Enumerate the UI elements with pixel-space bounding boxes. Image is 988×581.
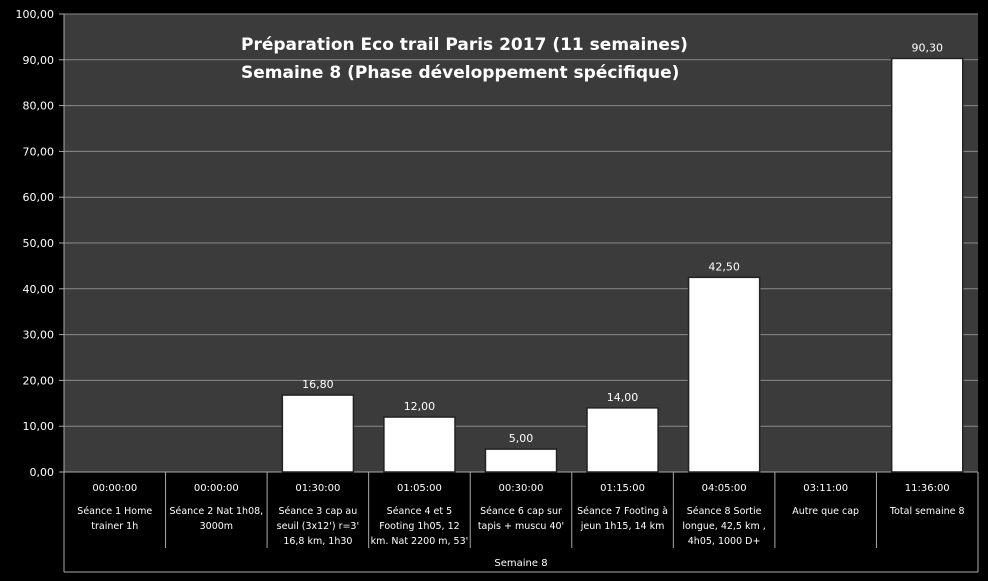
category-time-label: 03:11:00	[803, 483, 848, 494]
category-label: Séance 6 cap sur	[480, 506, 562, 517]
group-label: Semaine 8	[494, 558, 547, 569]
category-label: Séance 7 Footing à	[577, 506, 668, 517]
category-label: Autre que cap	[792, 506, 859, 517]
category-time-label: 01:15:00	[600, 483, 645, 494]
category-time-label: 11:36:00	[905, 483, 950, 494]
data-label: 16,80	[302, 378, 334, 391]
bar	[586, 407, 659, 473]
y-tick-label: 100,00	[16, 8, 55, 21]
data-label: 12,00	[404, 400, 436, 413]
data-label: 5,00	[509, 432, 534, 445]
y-tick-label: 40,00	[23, 283, 55, 296]
category-label: Séance 8 Sortie	[687, 506, 762, 517]
category-label: tapis + muscu 40'	[478, 521, 564, 532]
category-label: 3000m	[200, 521, 233, 532]
y-tick-label: 10,00	[23, 420, 55, 433]
chart-subtitle: Semaine 8 (Phase développement spécifiqu…	[241, 63, 680, 83]
category-label: seuil (3x12') r=3'	[277, 521, 359, 532]
category-label: longue, 42,5 km ,	[682, 521, 765, 532]
bar	[383, 416, 456, 473]
category-time-label: 00:00:00	[194, 483, 239, 494]
category-label: Séance 4 et 5	[387, 506, 453, 517]
bar	[687, 276, 761, 473]
category-label: Séance 1 Home	[77, 506, 152, 517]
y-tick-label: 70,00	[23, 145, 55, 158]
data-label: 14,00	[607, 391, 639, 404]
y-tick-label: 90,00	[23, 54, 55, 67]
category-label: 4h05, 1000 D+	[688, 536, 761, 547]
y-tick-label: 50,00	[23, 237, 55, 250]
y-tick-label: 80,00	[23, 100, 55, 113]
y-tick-label: 60,00	[23, 191, 55, 204]
category-label: Footing 1h05, 12	[379, 521, 459, 532]
category-time-label: 01:05:00	[397, 483, 442, 494]
category-time-label: 00:30:00	[499, 483, 544, 494]
category-time-label: 04:05:00	[702, 483, 747, 494]
y-tick-label: 30,00	[23, 329, 55, 342]
category-label: trainer 1h	[91, 521, 138, 532]
bar	[890, 57, 964, 473]
y-tick-label: 0,00	[30, 466, 55, 479]
data-label: 42,50	[708, 260, 740, 273]
category-label: Séance 3 cap au	[278, 506, 357, 517]
category-label: 16,8 km, 1h30	[283, 536, 352, 547]
category-label: jeun 1h15, 14 km	[580, 521, 665, 532]
y-tick-label: 20,00	[23, 374, 55, 387]
data-label: 90,30	[911, 41, 943, 54]
category-time-label: 01:30:00	[295, 483, 340, 494]
bar	[281, 394, 355, 473]
category-label: Séance 2 Nat 1h08,	[169, 506, 263, 517]
category-label: Total semaine 8	[889, 506, 965, 517]
chart-title: Préparation Eco trail Paris 2017 (11 sem…	[241, 35, 688, 55]
category-time-label: 00:00:00	[92, 483, 137, 494]
bar	[484, 448, 558, 473]
category-label: km. Nat 2200 m, 53'	[371, 536, 469, 547]
